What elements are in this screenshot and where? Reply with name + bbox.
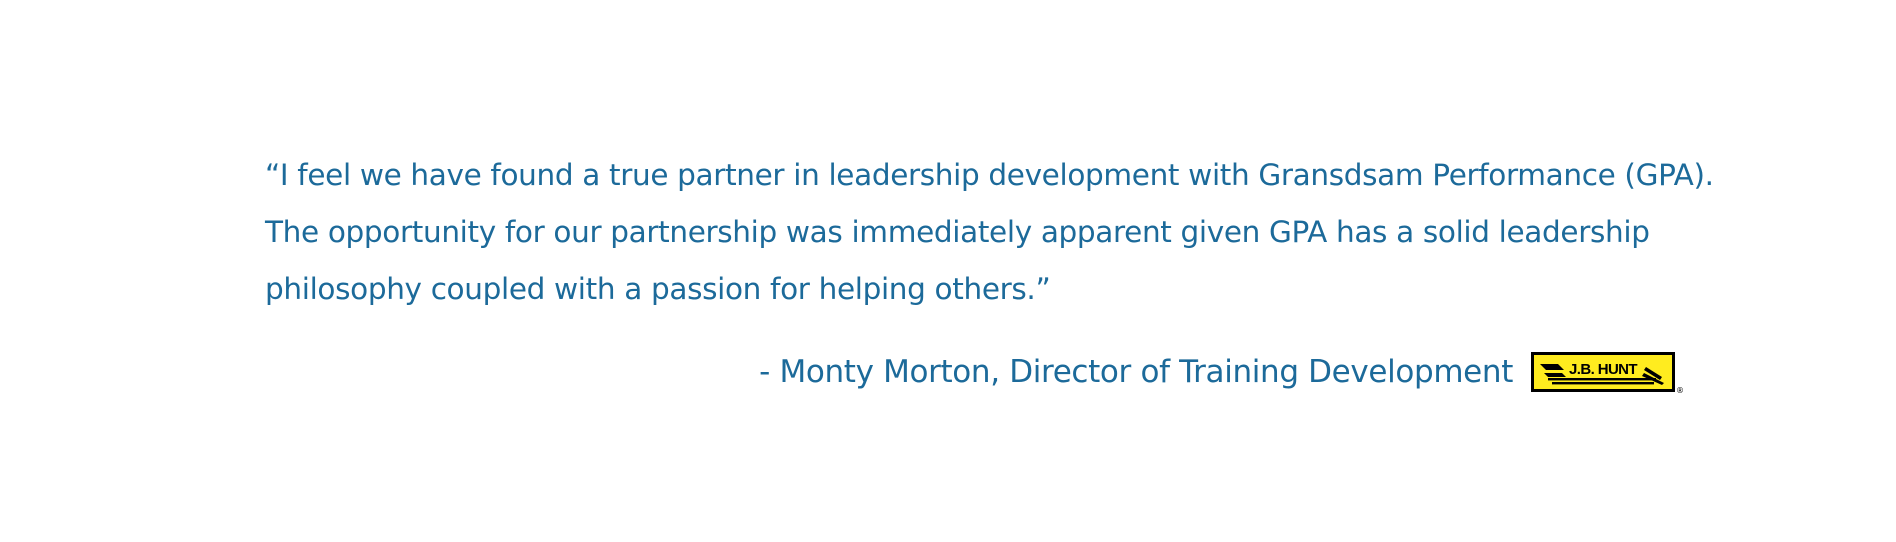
jb-hunt-logo: J.B. HUNT ® (1531, 352, 1684, 395)
quote-line-3: philosophy coupled with a passion for he… (265, 272, 1051, 306)
testimonial-quote: “I feel we have found a true partner in … (265, 147, 1714, 318)
quote-line-2: The opportunity for our partnership was … (265, 215, 1650, 249)
registered-mark: ® (1676, 386, 1684, 395)
logo-wordmark: J.B. HUNT (1569, 361, 1638, 378)
attribution-text: - Monty Morton, Director of Training Dev… (759, 354, 1513, 390)
testimonial-attribution: - Monty Morton, Director of Training Dev… (759, 352, 1684, 395)
quote-line-1: “I feel we have found a true partner in … (265, 158, 1714, 192)
logo-stripes-icon (1540, 364, 1664, 385)
